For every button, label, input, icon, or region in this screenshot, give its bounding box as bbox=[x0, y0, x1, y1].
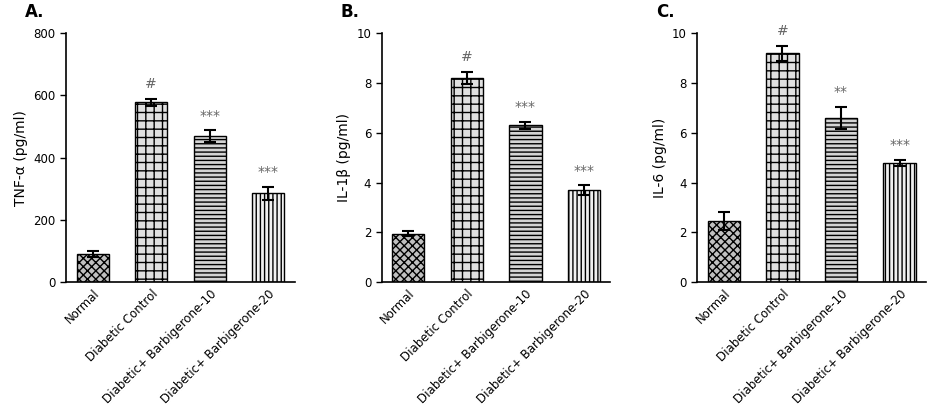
Text: A.: A. bbox=[25, 3, 44, 21]
Bar bbox=[707, 221, 739, 282]
Bar bbox=[392, 234, 424, 282]
Bar bbox=[252, 193, 284, 282]
Y-axis label: TNF-α (pg/ml): TNF-α (pg/ml) bbox=[14, 110, 28, 206]
Y-axis label: IL-1β (pg/ml): IL-1β (pg/ml) bbox=[337, 113, 350, 202]
Text: ***: *** bbox=[573, 164, 594, 178]
Bar bbox=[509, 125, 541, 282]
Text: #: # bbox=[461, 50, 472, 64]
Y-axis label: IL-6 (pg/ml): IL-6 (pg/ml) bbox=[652, 117, 666, 198]
Bar bbox=[194, 136, 226, 282]
Bar bbox=[135, 102, 167, 282]
Bar bbox=[883, 163, 915, 282]
Bar bbox=[450, 78, 482, 282]
Text: #: # bbox=[145, 77, 157, 91]
Bar bbox=[567, 190, 599, 282]
Text: ***: *** bbox=[888, 138, 909, 152]
Text: **: ** bbox=[834, 85, 847, 99]
Text: ***: *** bbox=[514, 100, 535, 114]
Bar bbox=[76, 254, 109, 282]
Bar bbox=[766, 53, 798, 282]
Text: B.: B. bbox=[340, 3, 360, 21]
Bar bbox=[824, 118, 856, 282]
Text: ***: *** bbox=[199, 109, 220, 123]
Text: ***: *** bbox=[258, 165, 278, 179]
Text: #: # bbox=[776, 24, 787, 38]
Text: C.: C. bbox=[655, 3, 674, 21]
